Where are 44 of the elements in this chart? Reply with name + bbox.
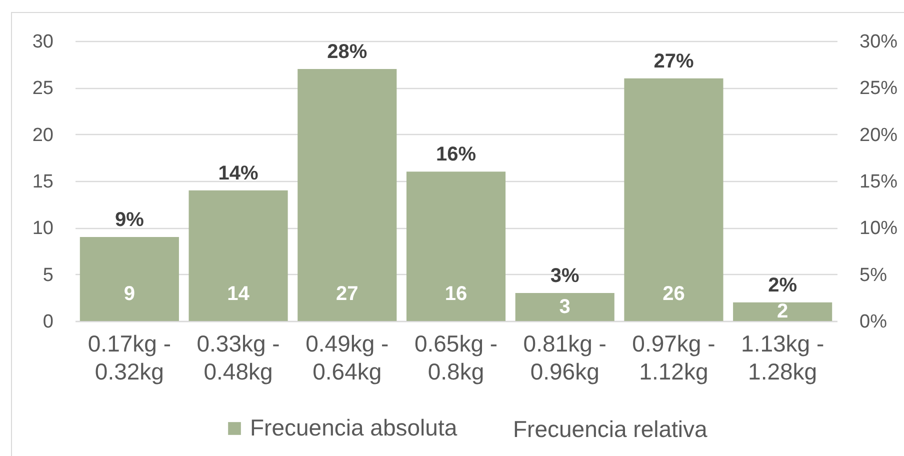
bar — [733, 302, 832, 321]
y-tick-label: 0 — [42, 312, 54, 332]
y-tick-label: 10 — [32, 218, 54, 240]
bar — [515, 293, 614, 321]
data-label: 2 — [777, 300, 788, 323]
y-tick-label: 15 — [32, 172, 54, 192]
y2-tick-label: 30% — [860, 32, 898, 52]
x-tick-label: 0.17kg - 0.32kg — [88, 330, 171, 384]
y2-tick-label: 20% — [860, 124, 898, 146]
bar — [298, 69, 397, 321]
legend-label: Frecuencia absoluta — [250, 414, 458, 440]
data-label: 16 — [444, 283, 468, 305]
y2-tick-label: 15% — [860, 172, 898, 192]
y-tick-label: 20 — [32, 124, 54, 146]
data-label: 26 — [662, 283, 685, 305]
annotation: 14% — [218, 162, 259, 184]
annotation: 27% — [654, 50, 694, 72]
data-label: 9 — [124, 283, 135, 305]
x-tick-label: 0.33kg - 0.48kg — [196, 330, 280, 384]
y-tick-label: 30 — [32, 32, 54, 52]
data-label: 14 — [227, 283, 250, 305]
annotation: 28% — [327, 41, 368, 63]
annotation: 2% — [768, 274, 798, 296]
x-tick-label: 0.49kg - 0.64kg — [306, 330, 389, 384]
y-tick-label: 25 — [32, 78, 54, 100]
y2-tick-label: 25% — [860, 78, 898, 100]
y2-tick-label: 0% — [860, 312, 888, 332]
y2-tick-label: 5% — [860, 264, 888, 286]
y-tick-label: 5 — [42, 264, 54, 286]
annotation: 3% — [550, 265, 580, 287]
x-tick-label: 0.97kg - 1.12kg — [632, 330, 716, 384]
x-tick-label: 1.13kg - 1.28kg — [741, 330, 824, 384]
data-label: 27 — [336, 283, 358, 305]
annotation: 16% — [436, 144, 476, 166]
bar — [80, 237, 179, 321]
x-tick-label: 0.81kg - 0.96kg — [523, 330, 606, 384]
bar — [406, 172, 506, 321]
bar — [188, 190, 288, 321]
data-label: 3 — [559, 296, 570, 318]
x-tick-label: 0.65kg - 0.8kg — [414, 330, 498, 384]
y2-tick-label: 10% — [860, 218, 898, 240]
bar — [624, 78, 724, 321]
text: Frecuencia relativa — [513, 416, 708, 442]
annotation: 9% — [114, 209, 144, 231]
